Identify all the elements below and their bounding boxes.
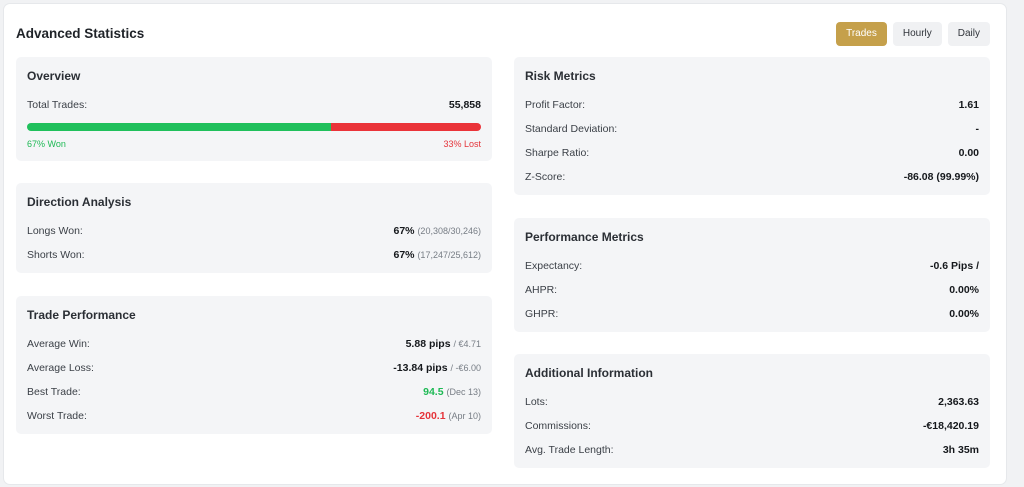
standard-deviation-row: Standard Deviation: - [525, 121, 979, 137]
worst-trade-detail: (Apr 10) [448, 411, 481, 421]
best-trade-detail: (Dec 13) [446, 387, 481, 397]
expectancy-label: Expectancy: [525, 260, 583, 272]
z-score-value: -86.08 (99.99%) [903, 171, 979, 183]
average-win-detail: / €4.71 [453, 339, 481, 349]
sharpe-ratio-row: Sharpe Ratio: 0.00 [525, 145, 979, 161]
expectancy-value: -0.6 Pips / [929, 260, 979, 272]
advanced-statistics-panel: Advanced Statistics Trades Hourly Daily … [4, 4, 1006, 484]
shorts-won-detail: (17,247/25,612) [417, 250, 481, 260]
ghpr-value: 0.00% [949, 308, 979, 320]
average-loss-value: -13.84 pips [393, 362, 448, 374]
longs-won-value-group: 67% (20,308/30,246) [394, 225, 482, 237]
expectancy-row: Expectancy: -0.6 Pips / [525, 258, 979, 274]
longs-won-detail: (20,308/30,246) [417, 226, 481, 236]
risk-metrics-card: Risk Metrics Profit Factor: 1.61 Standar… [514, 57, 990, 195]
shorts-won-value: 67% [393, 249, 415, 261]
avg-trade-length-row: Avg. Trade Length: 3h 35m [525, 442, 979, 458]
ahpr-row: AHPR: 0.00% [525, 282, 979, 298]
z-score-label: Z-Score: [525, 171, 566, 183]
lots-value: 2,363.63 [938, 396, 979, 408]
won-lost-labels: 67% Won 33% Lost [27, 139, 481, 149]
total-trades-label: Total Trades: [27, 99, 88, 111]
commissions-row: Commissions: -€18,420.19 [525, 418, 979, 434]
best-trade-row: Best Trade: 94.5 (Dec 13) [27, 384, 481, 400]
ahpr-label: AHPR: [525, 284, 558, 296]
worst-trade-row: Worst Trade: -200.1 (Apr 10) [27, 408, 481, 424]
won-lost-bar [27, 123, 481, 131]
average-win-value-group: 5.88 pips / €4.71 [406, 338, 481, 350]
average-loss-label: Average Loss: [27, 362, 94, 374]
additional-information-card: Additional Information Lots: 2,363.63 Co… [514, 354, 990, 468]
tab-hourly[interactable]: Hourly [892, 22, 942, 46]
ahpr-value: 0.00% [949, 284, 979, 296]
risk-metrics-title: Risk Metrics [525, 69, 596, 83]
performance-metrics-title: Performance Metrics [525, 230, 644, 244]
won-bar-segment [27, 123, 332, 131]
lost-bar-segment [331, 123, 481, 131]
direction-analysis-card: Direction Analysis Longs Won: 67% (20,30… [16, 183, 492, 273]
worst-trade-value: -200.1 [415, 410, 446, 422]
trade-performance-title: Trade Performance [27, 308, 136, 322]
best-trade-label: Best Trade: [27, 386, 81, 398]
lots-label: Lots: [525, 396, 548, 408]
z-score-row: Z-Score: -86.08 (99.99%) [525, 169, 979, 185]
total-trades-row: Total Trades: 55,858 [27, 97, 481, 113]
overview-card: Overview Total Trades: 55,858 67% Won 33… [16, 57, 492, 161]
best-trade-value-group: 94.5 (Dec 13) [423, 386, 481, 398]
overview-title: Overview [27, 69, 81, 83]
average-loss-row: Average Loss: -13.84 pips / -€6.00 [27, 360, 481, 376]
performance-metrics-card: Performance Metrics Expectancy: -0.6 Pip… [514, 218, 990, 332]
longs-won-row: Longs Won: 67% (20,308/30,246) [27, 223, 481, 239]
direction-analysis-title: Direction Analysis [27, 195, 132, 209]
sharpe-ratio-value: 0.00 [958, 147, 979, 159]
trade-performance-card: Trade Performance Average Win: 5.88 pips… [16, 296, 492, 434]
average-win-label: Average Win: [27, 338, 90, 350]
shorts-won-value-group: 67% (17,247/25,612) [394, 249, 482, 261]
view-tabs: Trades Hourly Daily [836, 22, 990, 46]
page-title: Advanced Statistics [16, 26, 145, 41]
ghpr-label: GHPR: [525, 308, 559, 320]
avg-trade-length-value: 3h 35m [942, 444, 979, 456]
total-trades-value: 55,858 [448, 99, 481, 111]
profit-factor-row: Profit Factor: 1.61 [525, 97, 979, 113]
tab-trades[interactable]: Trades [836, 22, 887, 46]
shorts-won-label: Shorts Won: [27, 249, 85, 261]
longs-won-value: 67% [393, 225, 415, 237]
profit-factor-value: 1.61 [958, 99, 979, 111]
sharpe-ratio-label: Sharpe Ratio: [525, 147, 590, 159]
average-win-value: 5.88 pips [405, 338, 451, 350]
longs-won-label: Longs Won: [27, 225, 83, 237]
additional-information-title: Additional Information [525, 366, 653, 380]
profit-factor-label: Profit Factor: [525, 99, 586, 111]
shorts-won-row: Shorts Won: 67% (17,247/25,612) [27, 247, 481, 263]
average-win-row: Average Win: 5.88 pips / €4.71 [27, 336, 481, 352]
commissions-value: -€18,420.19 [922, 420, 979, 432]
ghpr-row: GHPR: 0.00% [525, 306, 979, 322]
commissions-label: Commissions: [525, 420, 591, 432]
worst-trade-label: Worst Trade: [27, 410, 87, 422]
tab-daily[interactable]: Daily [947, 22, 990, 46]
lost-label: 33% Lost [443, 139, 481, 149]
best-trade-value: 94.5 [423, 386, 444, 398]
lots-row: Lots: 2,363.63 [525, 394, 979, 410]
avg-trade-length-label: Avg. Trade Length: [525, 444, 614, 456]
average-loss-detail: / -€6.00 [450, 363, 481, 373]
worst-trade-value-group: -200.1 (Apr 10) [416, 410, 481, 422]
won-label: 67% Won [27, 139, 66, 149]
standard-deviation-value: - [975, 123, 980, 135]
average-loss-value-group: -13.84 pips / -€6.00 [393, 362, 481, 374]
standard-deviation-label: Standard Deviation: [525, 123, 618, 135]
